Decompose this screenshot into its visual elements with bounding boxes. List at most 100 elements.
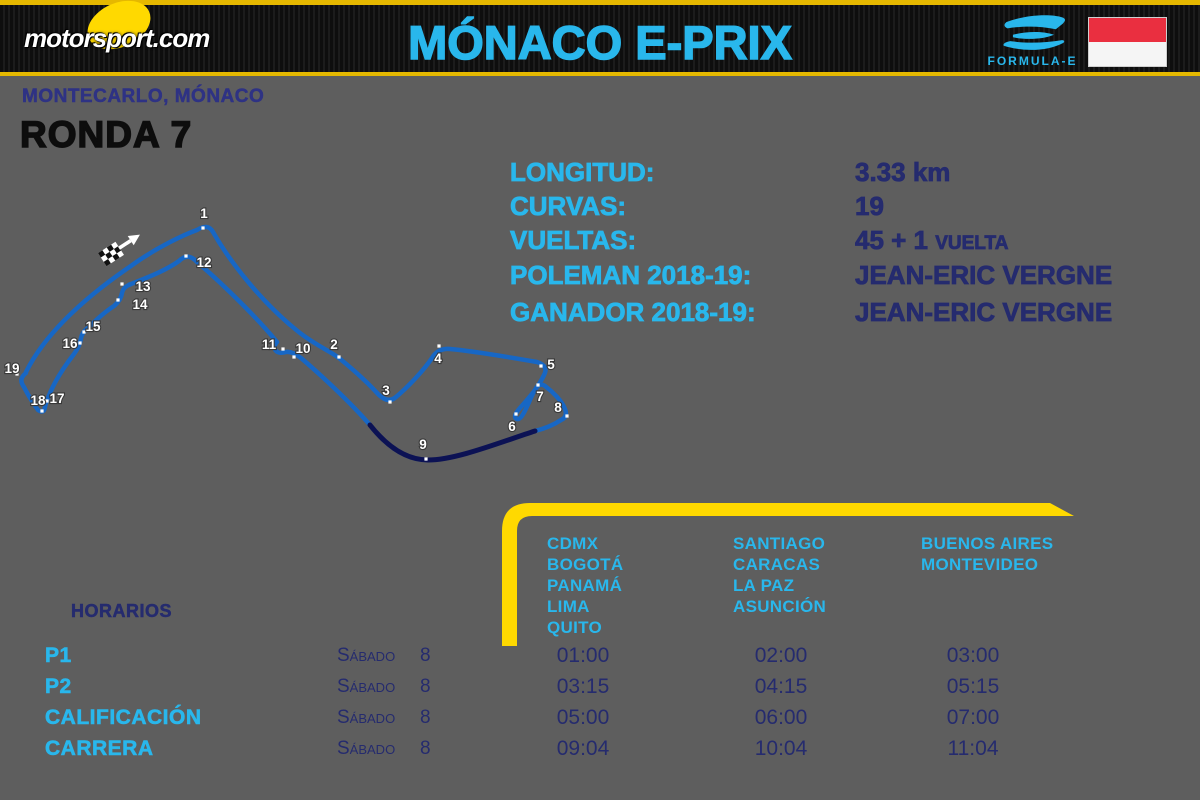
session-time: 11:04 [947,737,999,760]
corner-number: 1 [200,206,208,221]
corner-number: 16 [62,336,78,351]
stat-value: JEAN-ERIC VERGNE [855,297,1113,328]
page-title: MÓNACO E-PRIX [407,15,792,70]
corner-number: 3 [382,383,390,398]
city-label: LA PAZ [733,576,795,595]
motorsport-logo: motorsport.com [24,0,244,67]
corner-number: 10 [295,341,310,356]
corner-marker [337,355,341,359]
schedule-row-p2: P2 Sábado 8 03:15 04:15 05:15 [0,675,1200,701]
stat-row-poleman: POLEMAN 2018-19: JEAN-ERIC VERGNE [510,260,1190,292]
session-label: CALIFICACIÓN [45,706,202,730]
session-day: Sábado [337,676,396,697]
stat-value: 19 [855,191,885,222]
corner-number: 2 [330,337,338,352]
corner-number: 12 [196,255,211,270]
timezone-column: CDMX BOGOTÁ PANAMÁ LIMA QUITO [547,533,623,638]
session-day: Sábado [337,707,396,728]
formula-e-logo: FORMULA-E [985,11,1080,73]
location-label: MONTECARLO, MÓNACO [22,86,265,108]
header-bar: motorsport.com MÓNACO E-PRIX FORMULA-E [0,0,1200,76]
corner-marker [184,254,188,258]
timezone-column: SANTIAGO CARACAS LA PAZ ASUNCIÓN [733,533,826,617]
formula-e-icon [1002,15,1065,50]
corner-number: 13 [135,279,151,294]
corner-marker [536,383,540,387]
corner-marker [437,344,441,348]
corner-marker [514,412,518,416]
city-label: BOGOTÁ [547,555,624,574]
session-label: P2 [45,675,72,699]
stat-label: GANADOR 2018-19: [510,297,756,328]
corner-number: 14 [132,297,148,312]
corner-number: 4 [434,351,442,366]
timezone-column: BUENOS AIRES MONTEVIDEO [921,533,1053,575]
corner-marker [78,341,82,345]
city-label: MONTEVIDEO [921,555,1039,574]
corner-marker [281,347,285,351]
corner-number: 19 [4,361,19,376]
corner-marker [116,298,120,302]
corner-marker [424,457,428,461]
schedule-row-calificacion: CALIFICACIÓN Sábado 8 05:00 06:00 07:00 [0,706,1200,732]
corner-number: 11 [262,337,277,352]
corner-marker [201,226,205,230]
stat-value: 45 + 1 VUELTA [855,225,1009,256]
session-time: 01:00 [556,644,610,667]
session-time: 06:00 [754,706,808,729]
stat-label: CURVAS: [510,191,627,222]
session-time: 10:04 [754,737,808,760]
city-label: ASUNCIÓN [733,597,827,616]
stat-value: 3.33 km [855,157,951,188]
stat-row-longitud: LONGITUD: 3.33 km [510,157,1190,189]
session-time: 03:00 [946,644,1000,667]
session-date: 8 [420,707,431,728]
tunnel-section [367,422,538,463]
corner-number: 15 [85,319,101,334]
corner-marker [15,372,19,376]
corner-marker [40,409,44,413]
stat-label: POLEMAN 2018-19: [510,260,752,291]
motorsport-logo-text: motorsport.com [24,23,210,53]
city-label: BUENOS AIRES [921,534,1054,553]
northeast-arrow-icon [117,234,140,250]
corner-number: 6 [508,419,516,434]
corner-number: 5 [547,357,555,372]
checkered-flag-icon [98,241,124,267]
session-day: Sábado [337,738,396,759]
city-label: PANAMÁ [547,576,623,595]
corner-number: 7 [536,389,544,404]
session-label: P1 [45,644,72,668]
corner-marker [45,399,49,403]
session-time: 02:00 [754,644,808,667]
city-label: QUITO [547,618,603,637]
corner-number: 17 [49,391,64,406]
stat-label: LONGITUD: [510,157,655,188]
stat-value-main: 45 + 1 [855,225,936,256]
session-time: 09:04 [556,737,610,760]
flag-red-stripe [1089,18,1166,42]
corner-number: 9 [419,437,427,452]
city-label: SANTIAGO [733,534,826,553]
corner-number: 8 [554,400,562,415]
corner-marker [292,355,296,359]
stat-value: JEAN-ERIC VERGNE [855,260,1113,291]
corner-marker [82,330,86,334]
formula-e-label: FORMULA-E [987,54,1078,68]
city-label: LIMA [547,597,590,616]
corner-marker [388,400,392,404]
stat-row-curvas: CURVAS: 19 [510,191,1190,223]
session-label: CARRERA [45,737,154,761]
session-time: 04:15 [754,675,808,698]
stat-row-vueltas: VUELTAS: 45 + 1 VUELTA [510,225,1190,257]
stat-row-ganador: GANADOR 2018-19: JEAN-ERIC VERGNE [510,297,1190,329]
round-label: RONDA 7 [19,113,193,156]
stat-label: VUELTAS: [510,225,637,256]
corner-marker [120,282,124,286]
session-time: 03:15 [556,675,610,698]
session-time: 07:00 [946,706,1000,729]
corner-number: 18 [30,393,46,408]
